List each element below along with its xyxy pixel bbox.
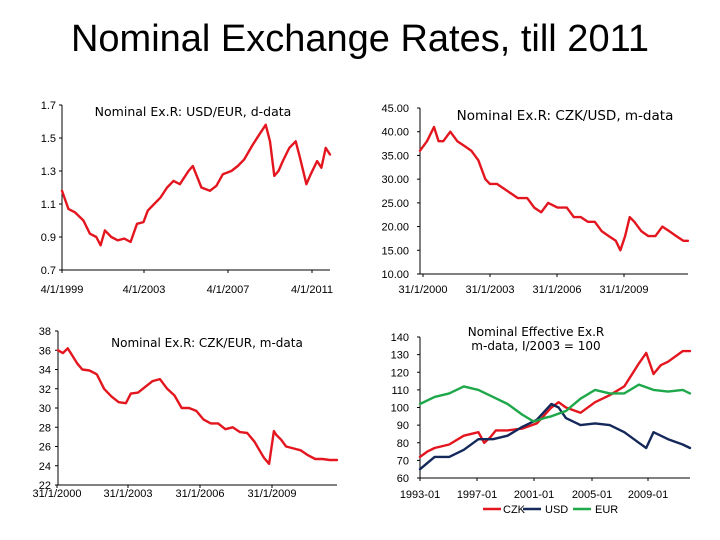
- x-tick-label: 31/1/2009: [248, 488, 297, 500]
- x-tick-label: 31/1/2006: [176, 488, 225, 500]
- y-tick-label: 1.5: [41, 133, 56, 145]
- chart-title-line: Nominal Effective Ex.R: [468, 325, 604, 339]
- y-tick-label: 140: [391, 332, 409, 344]
- y-tick-label: 22: [39, 480, 51, 492]
- y-tick-label: 35.00: [381, 150, 409, 162]
- y-tick-label: 40.00: [381, 127, 409, 139]
- y-tick-label: 60: [397, 473, 409, 485]
- chart-neer: 60 70 80 90 100 110 120 130 140 1993-01 1997-01 200…: [391, 325, 692, 516]
- x-tick-label: 1993-01: [400, 489, 440, 501]
- series-line-eur: [418, 383, 692, 423]
- x-tick-label: 4/1/2007: [207, 284, 250, 296]
- y-tick-label: 15.00: [381, 245, 409, 257]
- y-tick-label: 110: [391, 385, 409, 397]
- series-line-czk-eur: [56, 347, 339, 465]
- y-tick-label: 130: [391, 350, 409, 362]
- y-tick-label: 100: [391, 403, 409, 415]
- chart-title-line: m-data, I/2003 = 100: [471, 339, 600, 353]
- chart-usd_eur: 0.7 0.9 1.1 1.3 1.5 1.7 4/1/1999 4/1/2003 4/1/20…: [41, 100, 333, 296]
- y-tick-label: 28: [39, 422, 51, 434]
- series-line-usd-eur: [60, 123, 332, 247]
- y-tick-label: 70: [397, 455, 409, 467]
- x-tick-label: 4/1/2011: [291, 284, 333, 296]
- chart-title: Nominal Ex.R: CZK/EUR, m-data: [111, 336, 303, 350]
- y-tick-label: 38: [39, 326, 51, 338]
- y-tick-label: 1.7: [41, 100, 56, 112]
- legend-label-eur: EUR: [595, 504, 618, 516]
- x-tick-label: 31/1/2009: [600, 284, 649, 296]
- x-tick-label: 4/1/2003: [123, 284, 166, 296]
- y-tick-label: 20.00: [381, 222, 409, 234]
- y-tick-label: 30: [39, 403, 51, 415]
- y-tick-label: 36: [39, 345, 51, 357]
- y-tick-label: 30.00: [381, 174, 409, 186]
- x-tick-label: 4/1/1999: [41, 284, 84, 296]
- x-tick-label: 2009-01: [628, 489, 668, 501]
- y-tick-label: 10.00: [381, 269, 409, 281]
- x-tick-label: 31/1/2006: [533, 284, 582, 296]
- slide-title: Nominal Exchange Rates, till 2011: [70, 18, 650, 60]
- x-tick-label: 2001-01: [514, 489, 554, 501]
- series-line-czk-usd: [418, 125, 690, 252]
- y-tick-label: 90: [397, 420, 409, 432]
- x-tick-label: 31/1/2003: [466, 284, 515, 296]
- chart-czk_eur: 22 24 26 28 30 32 34 36 38 31/1/2000 31/1/2003 31/1…: [33, 326, 339, 500]
- y-tick-label: 120: [391, 367, 409, 379]
- y-tick-label: 24: [39, 461, 51, 473]
- y-tick-label: 0.7: [41, 265, 56, 277]
- y-tick-label: 80: [397, 438, 409, 450]
- y-tick-label: 1.1: [41, 199, 56, 211]
- x-tick-label: 1997-01: [457, 489, 497, 501]
- chart-czk_usd: 10.00 15.00 20.00 25.00 30.00 35.00 40.00 45.00…: [381, 103, 690, 296]
- y-tick-label: 0.9: [41, 232, 56, 244]
- chart-title: Nominal Ex.R: CZK/USD, m-data: [457, 108, 674, 124]
- y-tick-label: 1.3: [41, 166, 56, 178]
- x-tick-label: 2005-01: [572, 489, 612, 501]
- legend-label-czk: CZK: [503, 504, 526, 516]
- y-tick-label: 25.00: [381, 198, 409, 210]
- x-tick-label: 31/1/2003: [104, 488, 153, 500]
- y-tick-label: 26: [39, 442, 51, 454]
- y-tick-label: 45.00: [381, 103, 409, 115]
- y-tick-label: 32: [39, 384, 51, 396]
- chart-title: Nominal Ex.R: USD/EUR, d-data: [95, 104, 292, 119]
- legend-label-usd: USD: [545, 504, 568, 516]
- x-tick-label: 31/1/2000: [33, 488, 82, 500]
- x-tick-label: 31/1/2000: [399, 284, 448, 296]
- y-tick-label: 34: [39, 365, 51, 377]
